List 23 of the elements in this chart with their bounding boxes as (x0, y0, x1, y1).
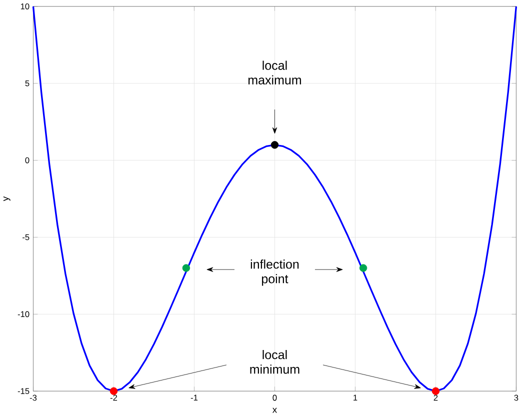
annotation: local minimum (250, 350, 300, 374)
x-tick-label: -1 (190, 394, 198, 400)
y-tick-label: -15 (18, 388, 30, 394)
annotation: local maximum (248, 60, 301, 84)
x-tick-label: 2 (434, 394, 438, 400)
x-axis-title: x (272, 408, 277, 413)
y-tick-label: -5 (22, 234, 30, 240)
point (432, 387, 440, 395)
x-tick-label: 1 (354, 394, 358, 400)
y-tick-label: 0 (25, 157, 30, 164)
y-tick-label: 5 (25, 80, 30, 86)
y-tick-label: -10 (18, 311, 30, 317)
annotation: inflection point (250, 259, 299, 286)
point (110, 387, 118, 395)
x-tick-label: 3 (514, 394, 518, 401)
x-tick-label: -3 (30, 394, 37, 401)
point (182, 264, 190, 272)
x-tick-label: -2 (110, 394, 118, 400)
point (270, 140, 279, 149)
y-axis-title: y (3, 196, 10, 201)
point (359, 264, 368, 272)
x-tick-label: 0 (272, 394, 277, 401)
y-tick-label: 10 (20, 3, 30, 10)
